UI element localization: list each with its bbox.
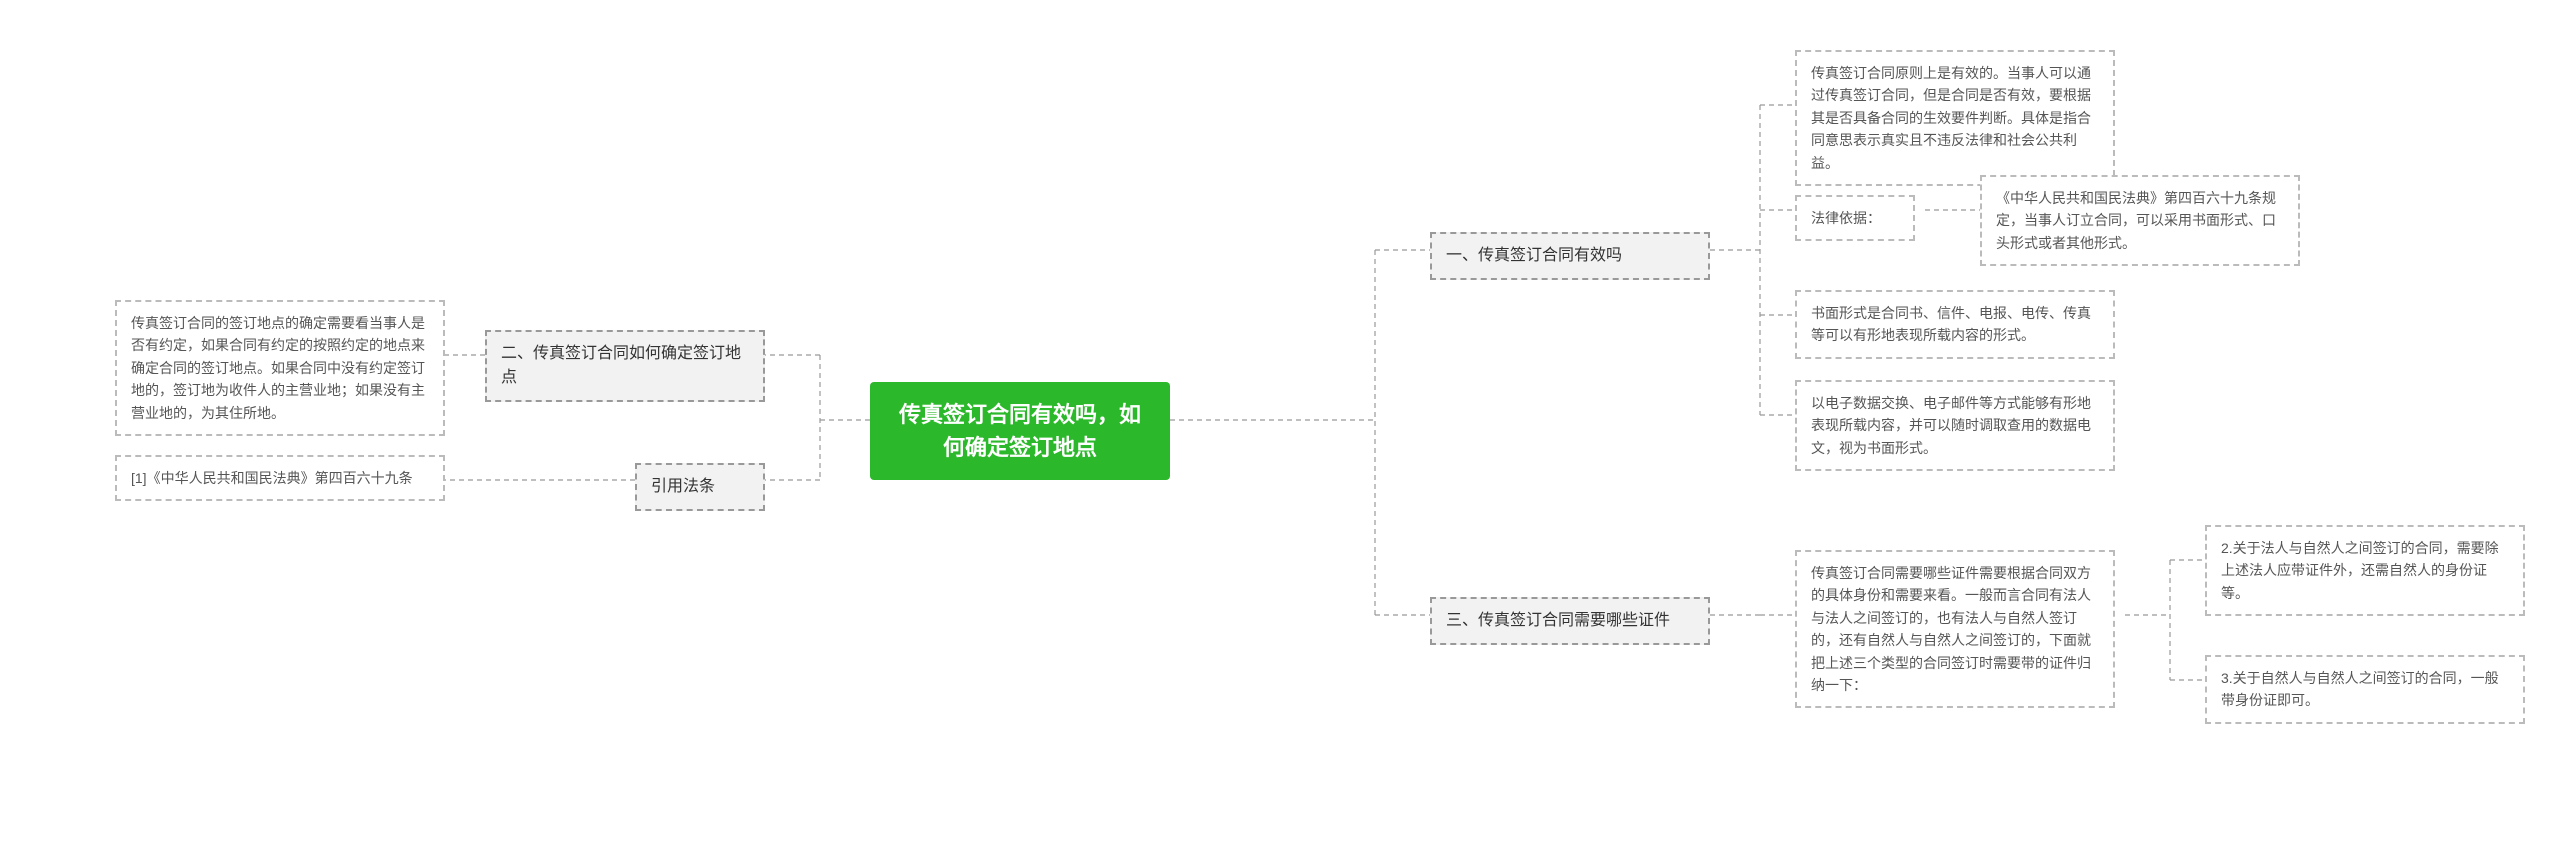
branch-2: 二、传真签订合同如何确定签订地点: [485, 330, 765, 402]
root-text: 传真签订合同有效吗，如何确定签订地点: [899, 402, 1141, 460]
branch-2-child-1: 传真签订合同的签订地点的确定需要看当事人是否有约定，如果合同有约定的按照约定的地…: [115, 300, 445, 436]
branch-3: 三、传真签订合同需要哪些证件: [1430, 597, 1710, 645]
branch-1: 一、传真签订合同有效吗: [1430, 232, 1710, 280]
branch-1-child-1-text: 传真签订合同原则上是有效的。当事人可以通过传真签订合同，但是合同是否有效，要根据…: [1811, 65, 2091, 171]
legal-basis-text: 《中华人民共和国民法典》第四百六十九条规定，当事人订立合同，可以采用书面形式、口…: [1996, 190, 2276, 251]
branch-1-child-2-text: 《中华人民共和国民法典》第四百六十九条规定，当事人订立合同，可以采用书面形式、口…: [1980, 175, 2300, 266]
branch-1-label: 一、传真签订合同有效吗: [1446, 247, 1622, 264]
branch-1-child-2-label: 法律依据：: [1795, 195, 1915, 241]
branch-3-child-3: 3.关于自然人与自然人之间签订的合同，一般带身份证即可。: [2205, 655, 2525, 724]
branch-1-child-3-text: 书面形式是合同书、信件、电报、电传、传真等可以有形地表现所载内容的形式。: [1811, 305, 2091, 343]
mindmap-connectors: [300, 0, 2560, 866]
branch-3-child-2: 2.关于法人与自然人之间签订的合同，需要除上述法人应带证件外，还需自然人的身份证…: [2205, 525, 2525, 616]
branch-ref-label: 引用法条: [651, 478, 715, 495]
branch-3-child-1: 传真签订合同需要哪些证件需要根据合同双方的具体身份和需要来看。一般而言合同有法人…: [1795, 550, 2115, 708]
branch-ref: 引用法条: [635, 463, 765, 511]
branch-1-child-4: 以电子数据交换、电子邮件等方式能够有形地表现所载内容，并可以随时调取查用的数据电…: [1795, 380, 2115, 471]
legal-basis-label: 法律依据：: [1811, 210, 1881, 226]
branch-ref-child-1-text: [1]《中华人民共和国民法典》第四百六十九条: [131, 470, 413, 486]
branch-ref-child-1: [1]《中华人民共和国民法典》第四百六十九条: [115, 455, 445, 501]
branch-1-child-3: 书面形式是合同书、信件、电报、电传、传真等可以有形地表现所载内容的形式。: [1795, 290, 2115, 359]
branch-3-child-2-text: 2.关于法人与自然人之间签订的合同，需要除上述法人应带证件外，还需自然人的身份证…: [2221, 540, 2499, 601]
branch-2-child-1-text: 传真签订合同的签订地点的确定需要看当事人是否有约定，如果合同有约定的按照约定的地…: [131, 315, 425, 421]
root-node: 传真签订合同有效吗，如何确定签订地点: [870, 382, 1170, 480]
branch-3-child-3-text: 3.关于自然人与自然人之间签订的合同，一般带身份证即可。: [2221, 670, 2499, 708]
branch-1-child-4-text: 以电子数据交换、电子邮件等方式能够有形地表现所载内容，并可以随时调取查用的数据电…: [1811, 395, 2091, 456]
branch-2-label: 二、传真签订合同如何确定签订地点: [501, 345, 741, 386]
branch-1-child-1: 传真签订合同原则上是有效的。当事人可以通过传真签订合同，但是合同是否有效，要根据…: [1795, 50, 2115, 186]
branch-3-label: 三、传真签订合同需要哪些证件: [1446, 612, 1670, 629]
branch-3-child-1-text: 传真签订合同需要哪些证件需要根据合同双方的具体身份和需要来看。一般而言合同有法人…: [1811, 565, 2091, 693]
